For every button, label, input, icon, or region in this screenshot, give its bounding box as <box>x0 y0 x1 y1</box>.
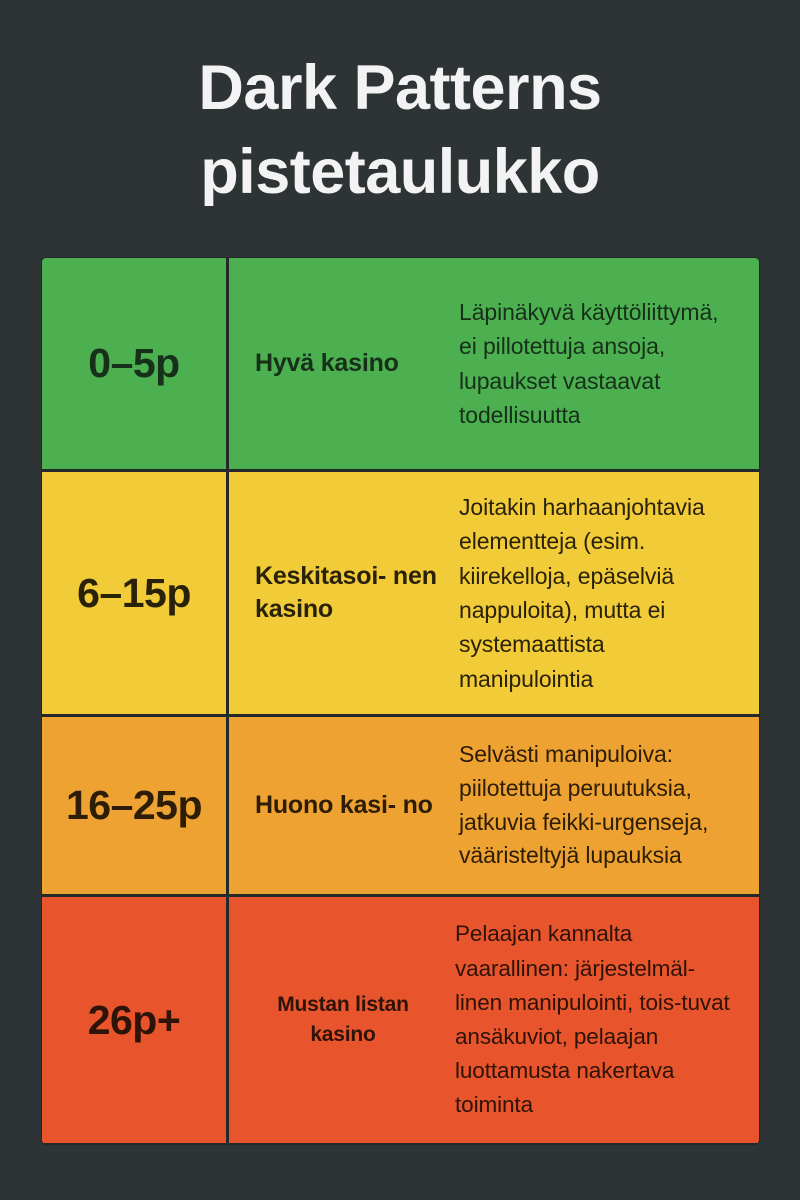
score-range-cell: 6–15p <box>42 472 229 714</box>
category-label: Mustan listan kasino <box>277 993 409 1046</box>
page-title-line-1: Dark Patterns <box>198 53 602 123</box>
score-range-value: 16–25p <box>65 782 203 828</box>
score-range-value: 26p+ <box>87 996 181 1043</box>
category-description: Läpinäkyvä käyttöliittymä, ei pillotettu… <box>459 299 719 428</box>
row-body: Huono kasi- no Selvästi manipuloiva: pii… <box>229 717 759 894</box>
score-table: 0–5p Hyvä kasino Läpinäkyvä käyttöliitty… <box>41 257 760 1145</box>
table-row: 16–25p Huono kasi- no Selvästi manipuloi… <box>42 717 759 897</box>
category-description: Pelaajan kannalta vaarallinen: järjestel… <box>455 921 730 1118</box>
category-description: Joitakin harhaanjohtavia elementteja (es… <box>459 494 705 692</box>
score-range-value: 0–5p <box>88 340 180 386</box>
table-row: 26p+ Mustan listan kasino Pelaajan kanna… <box>42 897 759 1143</box>
category-label: Huono kasi- no <box>255 791 433 819</box>
page-title: Dark Patterns pistetaulukko <box>0 0 800 215</box>
category-description: Selvästi manipuloiva: piilotettuja peruu… <box>459 740 709 869</box>
score-range-cell: 0–5p <box>42 258 229 469</box>
score-range-cell: 26p+ <box>42 897 229 1143</box>
category-label: Keskitasoi- nen kasino <box>255 562 437 623</box>
score-range-cell: 16–25p <box>42 717 229 894</box>
score-range-value: 6–15p <box>77 569 191 616</box>
row-body: Mustan listan kasino Pelaajan kannalta v… <box>229 897 759 1143</box>
table-row: 0–5p Hyvä kasino Läpinäkyvä käyttöliitty… <box>42 258 759 472</box>
row-body: Keskitasoi- nen kasino Joitakin harhaanj… <box>229 472 759 714</box>
page-title-line-2: pistetaulukko <box>200 136 600 207</box>
category-label: Hyvä kasino <box>255 349 399 377</box>
row-body: Hyvä kasino Läpinäkyvä käyttöliittymä, e… <box>229 258 759 469</box>
table-row: 6–15p Keskitasoi- nen kasino Joitakin ha… <box>42 472 759 717</box>
